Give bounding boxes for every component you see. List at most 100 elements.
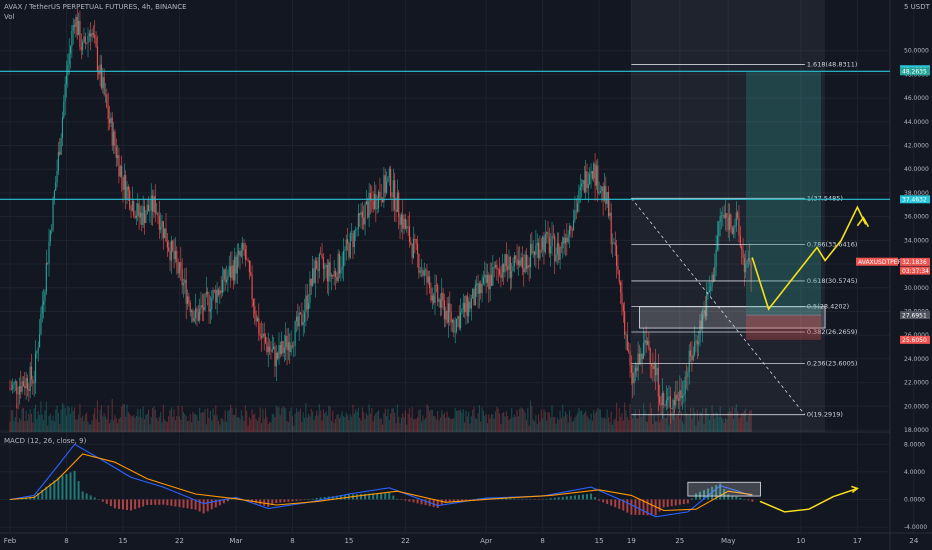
candle [98,71,100,75]
candle [649,348,651,364]
volume-bar [83,421,85,432]
volume-bar [117,423,119,432]
candle [578,190,580,204]
volume-bar [630,413,632,432]
volume-bar [305,403,307,432]
volume-bar [521,408,523,432]
volume-bar [415,418,417,432]
time-tick: 19 [627,537,636,545]
candle [277,352,279,359]
volume-bar [270,422,272,432]
macd-histogram-bar [666,499,669,507]
candle [121,166,123,177]
macd-histogram-bar [586,494,589,500]
volume-bar [353,413,355,432]
candle [453,320,455,333]
candle [653,363,655,370]
macd-histogram-bar [529,499,532,500]
volume-bar [152,408,154,432]
volume-bar [72,410,74,432]
macd-histogram-bar [404,499,407,501]
volume-bar [94,407,96,432]
macd-label: MACD (12, 26, close, 9) [4,437,87,445]
volume-bar [48,416,50,432]
candle [69,46,72,54]
volume-bar [651,408,653,432]
volume-bar [625,410,627,432]
candle [35,353,37,383]
volume-bar [371,408,373,432]
volume-bar [624,402,626,432]
time-tick: 25 [675,537,684,545]
candle [699,320,701,343]
volume-bar [607,417,610,432]
candle [621,292,623,305]
volume-bar [449,418,451,432]
candle [395,209,397,212]
candle [250,272,252,276]
time-tick: 15 [595,537,604,545]
candle [520,257,522,266]
macd-histogram-bar [690,498,693,500]
volume-bar [33,408,35,432]
volume-bar [349,414,351,432]
candle [149,210,151,212]
candle [110,117,112,124]
volume-bar [13,420,15,432]
volume-bar [259,407,261,432]
long-position-tool [746,71,821,340]
candle [472,289,474,299]
candle [552,235,554,237]
macd-histogram-bar [638,499,641,515]
candle [493,267,495,268]
candle [334,270,337,277]
candle [583,180,585,193]
volume-bar [719,406,721,432]
volume-bar [399,423,401,432]
candle [573,220,575,231]
volume-bar [86,412,88,432]
volume-bar [722,418,724,432]
macd-histogram-bar [396,498,399,500]
candle [534,251,536,256]
candle [375,194,377,209]
candle [454,331,456,333]
candle [555,254,557,262]
candle [527,265,529,269]
volume-bar [205,424,207,432]
horizontal-lines [0,70,890,200]
candle [134,215,136,218]
volume-bar [628,420,630,432]
candle [634,367,636,373]
candle [376,208,378,209]
macd-histogram-bar [392,495,395,500]
volume-bar [696,409,698,432]
candle [294,321,296,346]
candle [539,249,541,259]
volume-bar [685,413,688,432]
candle [556,243,558,255]
price-label-box [900,195,930,204]
candle [729,214,731,230]
candle [680,390,682,398]
candle [625,334,627,336]
volume-bar [383,413,385,432]
volume-bar [638,409,641,432]
volume-bar [239,418,241,432]
candle [443,300,445,320]
macd-histogram-bar [356,494,359,500]
macd-histogram-bar [380,492,383,500]
candle [360,211,362,215]
candle [278,345,280,359]
macd-histogram-bar [573,495,576,500]
volume-bar [606,409,608,432]
volume-bar [347,415,349,432]
time-tick: 8 [64,537,68,545]
volume-bar [14,416,16,432]
macd-histogram-bar [727,494,730,500]
time-tick: 10 [796,537,805,545]
volume-bar [246,410,248,432]
candle [299,312,302,315]
candle [490,274,493,286]
